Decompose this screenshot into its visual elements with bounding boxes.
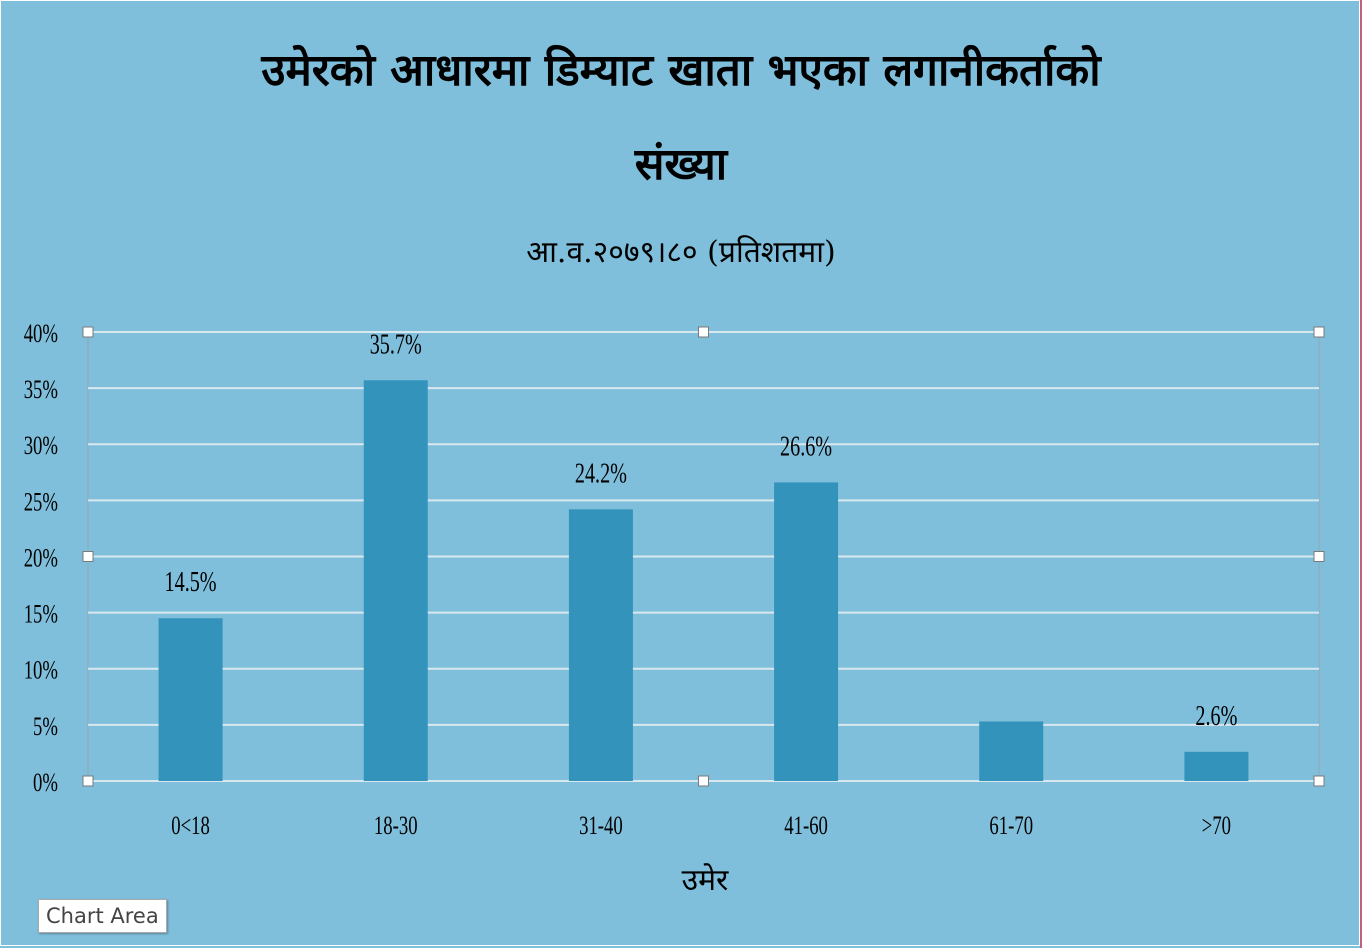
data-label: 26.6% xyxy=(780,431,832,462)
selection-handle[interactable] xyxy=(1313,775,1325,787)
x-axis-label: उमेर xyxy=(681,863,729,898)
bar[interactable] xyxy=(568,509,633,781)
selection-handle[interactable] xyxy=(82,326,94,338)
y-tick-label: 0% xyxy=(33,768,58,797)
bar[interactable] xyxy=(979,721,1044,781)
bar[interactable] xyxy=(158,618,223,781)
data-label: 35.7% xyxy=(370,329,422,360)
selection-handle[interactable] xyxy=(1313,326,1325,338)
x-tick-label: 41-60 xyxy=(784,811,828,840)
y-tick-label: 15% xyxy=(24,600,58,629)
chart-title-line1: उमेरको आधारमा डिम्याट खाता भएका लगानीकर्… xyxy=(261,45,1101,96)
y-tick-label: 20% xyxy=(24,544,58,573)
x-tick-label: 18-30 xyxy=(374,811,418,840)
data-label: 24.2% xyxy=(575,458,627,489)
y-tick-label: 40% xyxy=(24,319,58,348)
x-tick-label: 31-40 xyxy=(579,811,623,840)
selection-handle[interactable] xyxy=(1313,551,1325,562)
y-tick-label: 10% xyxy=(24,656,58,685)
x-tick-label: 0<18 xyxy=(171,811,210,840)
chart-subtitle: आ.व.२०७९।८० (प्रतिशतमा) xyxy=(526,235,836,270)
data-label: 2.6% xyxy=(1195,701,1237,732)
x-tick-label: >70 xyxy=(1202,811,1231,840)
selection-handle[interactable] xyxy=(82,775,94,787)
y-tick-label: 5% xyxy=(33,712,58,741)
bar[interactable] xyxy=(363,380,428,781)
x-tick-label: 61-70 xyxy=(989,811,1033,840)
data-label: 14.5% xyxy=(165,567,217,598)
window-edge xyxy=(1360,0,1362,948)
y-tick-label: 30% xyxy=(24,431,58,460)
bar[interactable] xyxy=(1184,751,1249,781)
chart-area-tooltip: Chart Area xyxy=(38,899,167,933)
selection-handle[interactable] xyxy=(82,551,94,562)
bar[interactable] xyxy=(774,482,839,781)
y-tick-label: 35% xyxy=(24,375,58,404)
chart-title-line2: संख्या xyxy=(634,139,728,190)
y-tick-label: 25% xyxy=(24,487,58,516)
selection-handle[interactable] xyxy=(698,775,709,787)
selection-handle[interactable] xyxy=(698,326,709,338)
